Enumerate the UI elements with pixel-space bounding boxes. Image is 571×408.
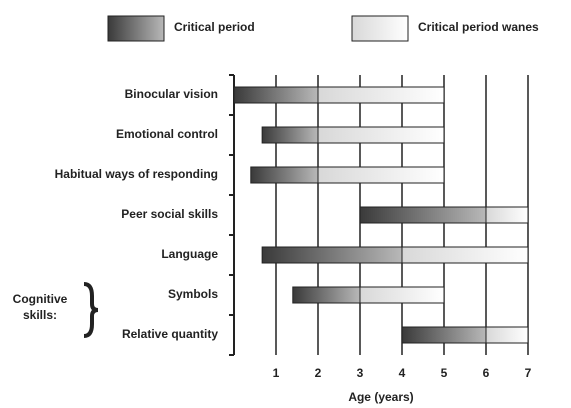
y-tick-label: Symbols [168, 287, 218, 301]
bar-segment [317, 166, 445, 184]
bar-segment [292, 286, 361, 304]
bar-segment [359, 206, 487, 224]
legend-swatch [107, 15, 165, 42]
bar-segment [261, 246, 403, 264]
y-tick-label: Emotional control [116, 127, 218, 141]
x-tick-label: 1 [273, 366, 280, 380]
bar-segment [401, 326, 487, 344]
annotation: Cognitive [13, 292, 68, 306]
y-tick-label: Binocular vision [125, 87, 218, 101]
bar-segment [317, 126, 445, 144]
y-tick-label: Habitual ways of responding [55, 167, 218, 181]
legend-swatch [351, 15, 409, 42]
x-tick-label: 2 [315, 366, 322, 380]
bar-segment [250, 166, 319, 184]
bar-segment [233, 86, 319, 104]
x-axis-label: Age (years) [348, 390, 413, 404]
bar-segment [485, 326, 529, 344]
y-tick-label: Peer social skills [121, 207, 218, 221]
x-tick-label: 3 [357, 366, 364, 380]
bar-segment [401, 246, 529, 264]
x-tick-label: 5 [441, 366, 448, 380]
x-tick-label: 4 [399, 366, 406, 380]
x-tick-label: 7 [525, 366, 532, 380]
legend-label: Critical period [174, 20, 255, 34]
x-tick-label: 6 [483, 366, 490, 380]
bar-segment [317, 86, 445, 104]
annotation: skills: [23, 308, 57, 322]
y-tick-label: Language [161, 247, 218, 261]
brace [83, 282, 99, 338]
bar-segment [485, 206, 529, 224]
legend-label: Critical period wanes [418, 20, 539, 34]
y-tick-label: Relative quantity [122, 327, 218, 341]
bar-segment [359, 286, 445, 304]
bar-segment [261, 126, 319, 144]
